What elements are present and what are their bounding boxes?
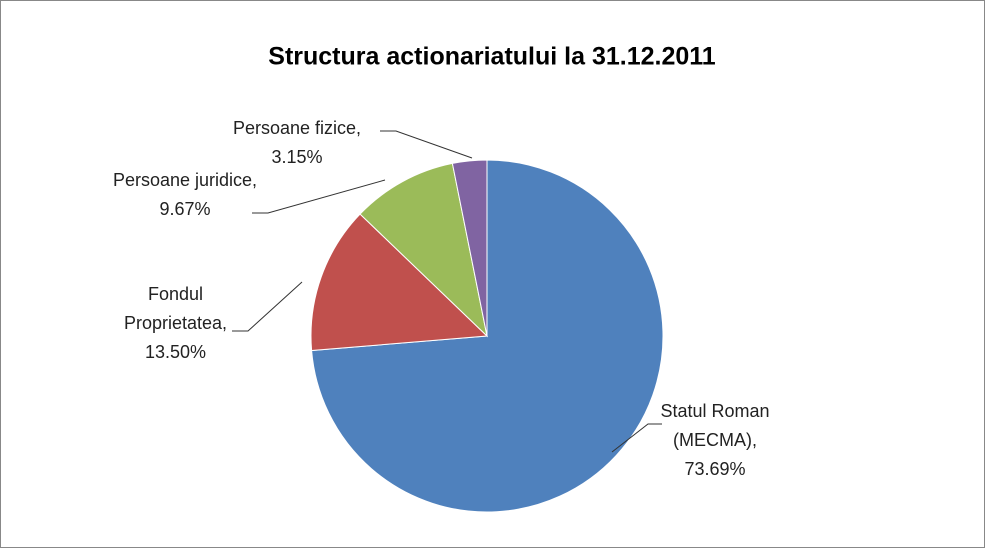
label-name: Persoane juridice	[113, 170, 257, 190]
leader-line	[611, 423, 662, 453]
label-name: Persoane fizice	[233, 118, 361, 138]
leader-line	[380, 130, 473, 159]
label-value: 9.67%	[159, 199, 211, 219]
data-label: Persoane fizice 3.15%	[207, 114, 387, 172]
leader-line	[252, 179, 386, 214]
label-value: 73.69%	[684, 459, 746, 479]
label-name: Statul Roman (MECMA)	[660, 401, 769, 450]
data-label: Persoane juridice 9.67%	[110, 166, 260, 224]
chart-title: Structura actionariatului la 31.12.2011	[268, 43, 716, 71]
label-name: Fondul Proprietatea	[124, 284, 227, 333]
label-value: 13.50%	[144, 342, 207, 362]
leader-line	[232, 281, 303, 332]
pie-slice	[359, 162, 488, 338]
data-label: Statul Roman (MECMA) 73.69%	[650, 397, 780, 484]
data-label: Fondul Proprietatea 13.50%	[118, 280, 233, 367]
label-value: 3.15%	[271, 147, 323, 167]
pie-slice	[310, 213, 489, 352]
pie-slice	[451, 159, 488, 337]
